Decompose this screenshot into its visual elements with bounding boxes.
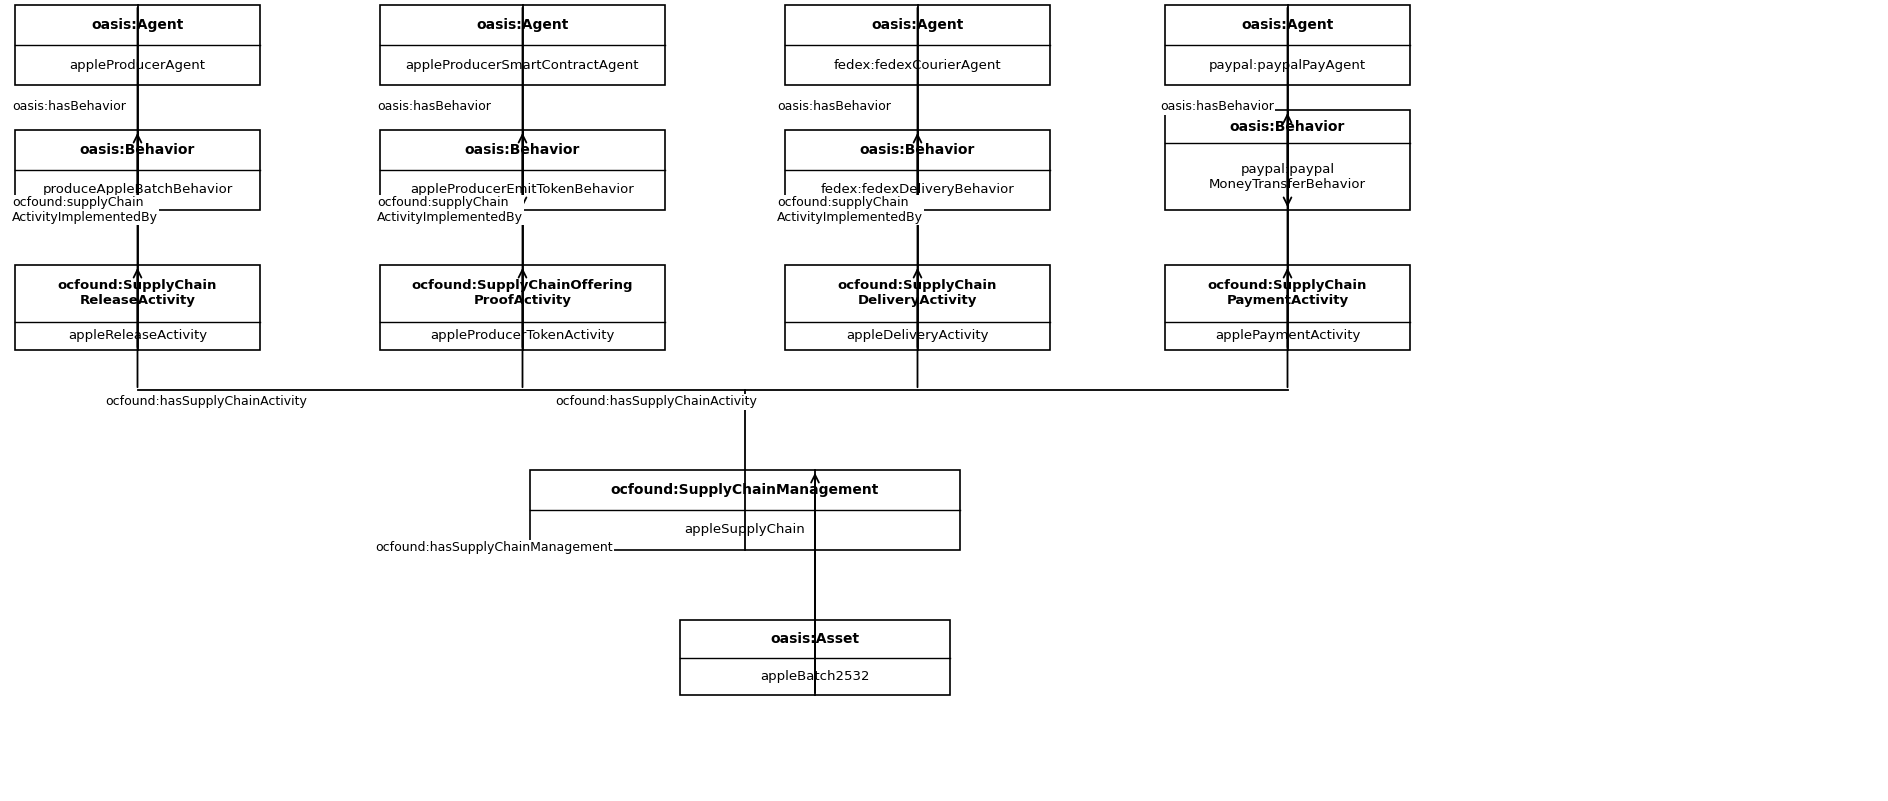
Text: fedex:fedexCourierAgent: fedex:fedexCourierAgent [834,58,1001,71]
Text: paypal:paypalPayAgent: paypal:paypalPayAgent [1208,58,1367,71]
Text: oasis:Agent: oasis:Agent [91,18,183,32]
Text: appleProducerEmitTokenBehavior: appleProducerEmitTokenBehavior [410,183,634,196]
Text: paypal:paypal
MoneyTransferBehavior: paypal:paypal MoneyTransferBehavior [1208,163,1367,191]
Text: oasis:Behavior: oasis:Behavior [859,143,976,157]
Text: ocfound:supplyChain
ActivityImplementedBy: ocfound:supplyChain ActivityImplementedB… [11,196,159,224]
Text: oasis:Behavior: oasis:Behavior [464,143,580,157]
Text: produceAppleBatchBehavior: produceAppleBatchBehavior [42,183,232,196]
Text: ocfound:supplyChain
ActivityImplementedBy: ocfound:supplyChain ActivityImplementedB… [778,196,923,224]
Bar [15,5,261,85]
Text: ocfound:SupplyChainOffering
ProofActivity: ocfound:SupplyChainOffering ProofActivit… [412,280,632,308]
Text: appleProducerTokenActivity: appleProducerTokenActivity [430,329,615,342]
Bar [15,265,261,350]
Text: oasis:hasBehavior: oasis:hasBehavior [1159,100,1274,114]
Text: oasis:hasBehavior: oasis:hasBehavior [378,100,491,114]
Bar [680,620,950,695]
Text: oasis:Agent: oasis:Agent [872,18,963,32]
Text: ocfound:SupplyChain
ReleaseActivity: ocfound:SupplyChain ReleaseActivity [59,280,217,308]
Text: ocfound:hasSupplyChainActivity: ocfound:hasSupplyChainActivity [555,396,757,409]
Text: ocfound:SupplyChainManagement: ocfound:SupplyChainManagement [612,483,880,497]
Text: ocfound:hasSupplyChainManagement: ocfound:hasSupplyChainManagement [376,541,612,554]
Bar [785,265,1050,350]
Text: oasis:hasBehavior: oasis:hasBehavior [11,100,126,114]
Text: appleBatch2532: appleBatch2532 [761,670,870,682]
Text: appleReleaseActivity: appleReleaseActivity [68,329,208,342]
Bar [15,130,261,210]
Text: oasis:hasBehavior: oasis:hasBehavior [778,100,891,114]
Text: applePaymentActivity: applePaymentActivity [1214,329,1359,342]
Text: ocfound:supplyChain
ActivityImplementedBy: ocfound:supplyChain ActivityImplementedB… [378,196,523,224]
Bar [1165,110,1410,210]
Bar [1165,265,1410,350]
Text: fedex:fedexDeliveryBehavior: fedex:fedexDeliveryBehavior [821,183,1014,196]
Text: oasis:Agent: oasis:Agent [1240,18,1333,32]
Text: ocfound:SupplyChain
PaymentActivity: ocfound:SupplyChain PaymentActivity [1208,280,1367,308]
Text: appleProducerAgent: appleProducerAgent [70,58,206,71]
Text: ocfound:hasSupplyChainActivity: ocfound:hasSupplyChainActivity [106,396,308,409]
Bar [785,130,1050,210]
Text: ocfound:SupplyChain
DeliveryActivity: ocfound:SupplyChain DeliveryActivity [838,280,997,308]
Text: appleProducerSmartContractAgent: appleProducerSmartContractAgent [406,58,640,71]
Text: oasis:Behavior: oasis:Behavior [1229,119,1344,134]
Bar [379,130,665,210]
Text: appleDeliveryActivity: appleDeliveryActivity [846,329,989,342]
Text: appleSupplyChain: appleSupplyChain [685,524,806,537]
Bar [379,265,665,350]
Text: oasis:Agent: oasis:Agent [476,18,568,32]
Bar [1165,5,1410,85]
Bar [379,5,665,85]
Text: oasis:Asset: oasis:Asset [770,632,859,646]
Bar [531,470,959,550]
Text: oasis:Behavior: oasis:Behavior [79,143,194,157]
Bar [785,5,1050,85]
